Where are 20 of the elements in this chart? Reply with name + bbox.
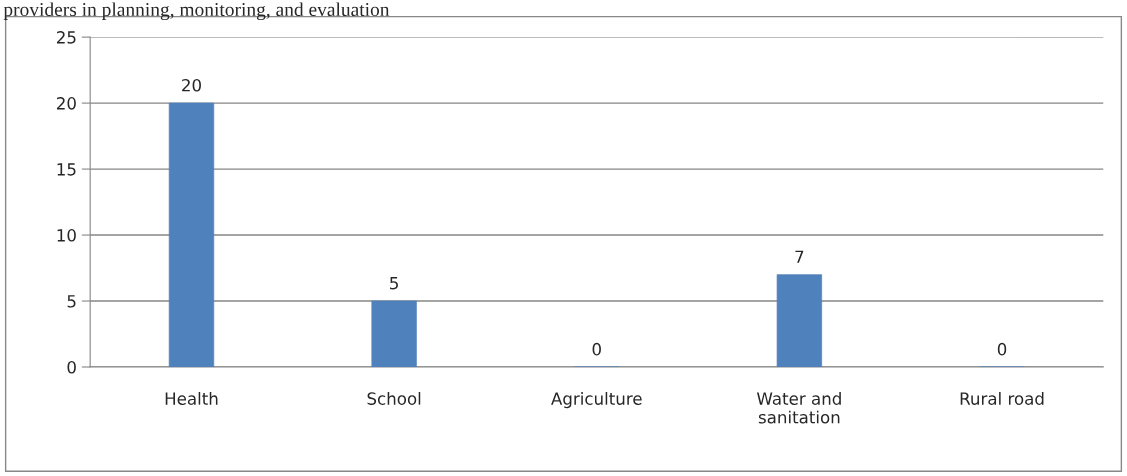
y-tick-label: 25 <box>56 31 76 44</box>
data-label: 7 <box>795 250 804 263</box>
chart-title: providers in planning, monitoring, and evaluation <box>3 2 390 21</box>
x-tick-label: Water and sanitation <box>756 392 841 424</box>
bar <box>371 300 417 367</box>
y-tick-label: 5 <box>67 295 76 308</box>
x-tick-label: School <box>367 392 421 405</box>
x-tick-label: Health <box>165 392 218 405</box>
data-label: 20 <box>182 78 201 92</box>
x-tick-label: Rural road <box>960 392 1044 405</box>
y-tick-label: 20 <box>56 97 76 110</box>
bar <box>776 274 823 367</box>
data-label: 5 <box>390 277 398 290</box>
data-label: 0 <box>997 342 1007 356</box>
y-tick-label: 10 <box>57 229 76 242</box>
bar <box>168 102 215 367</box>
data-label: 0 <box>592 342 601 356</box>
y-tick-label: 15 <box>57 163 76 176</box>
y-tick-label: 0 <box>67 360 76 374</box>
x-tick-label: Agriculture <box>551 392 642 409</box>
